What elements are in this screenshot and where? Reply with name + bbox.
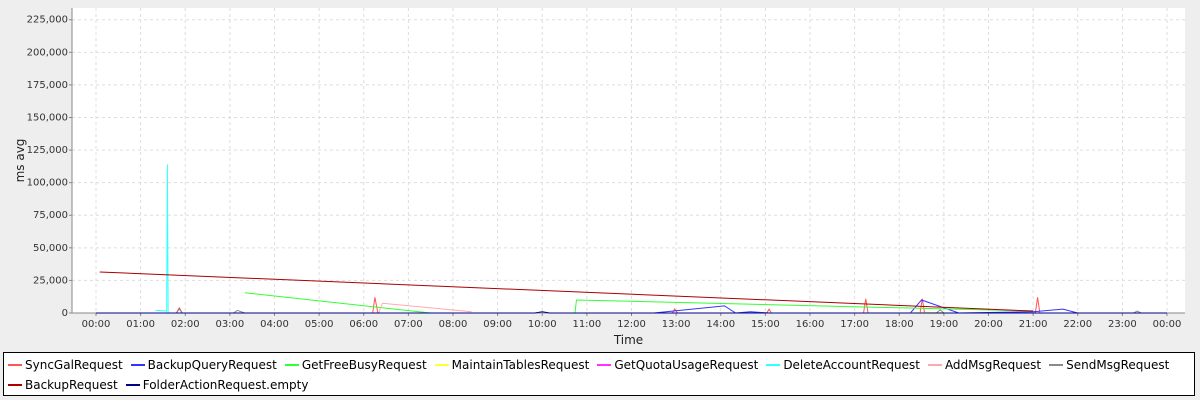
legend-swatch [766, 364, 781, 366]
legend-item: AddMsgRequest [927, 355, 1042, 375]
y-tick-label: 125,000 [27, 145, 68, 156]
y-tick-label: 200,000 [27, 47, 68, 58]
x-tick-label: 05:00 [305, 319, 334, 330]
series-backuprequest [99, 271, 1034, 312]
legend-label: GetQuotaUsageRequest [614, 358, 759, 372]
legend-label: MaintainTablesRequest [451, 358, 590, 372]
x-tick-label: 08:00 [439, 319, 468, 330]
x-tick-label: 00:00 [1153, 319, 1182, 330]
legend-swatch [597, 364, 612, 366]
legend-item: MaintainTablesRequest [434, 355, 590, 375]
x-tick-label: 18:00 [885, 319, 914, 330]
series-line [96, 311, 1167, 314]
legend-item: FolderActionRequest.empty [125, 375, 309, 395]
y-tick-label: 225,000 [27, 15, 68, 26]
series-folderactionrequest-empty [96, 311, 1167, 314]
x-tick-label: 21:00 [1019, 319, 1048, 330]
y-tick-label: 50,000 [33, 243, 68, 254]
y-tick-label: 100,000 [27, 178, 68, 189]
x-tick-label: 17:00 [840, 319, 869, 330]
x-tick-label: 14:00 [706, 319, 735, 330]
legend-item: SyncGalRequest [8, 355, 123, 375]
plot-area [72, 8, 1185, 313]
legend-label: SyncGalRequest [25, 358, 123, 372]
legend-item: BackupQueryRequest [130, 355, 277, 375]
legend-label: DeleteAccountRequest [783, 358, 920, 372]
x-tick-label: 13:00 [662, 319, 691, 330]
series-line [378, 302, 472, 314]
x-tick-label: 07:00 [394, 319, 423, 330]
legend-label: SendMsgRequest [1066, 358, 1170, 372]
x-tick-label: 10:00 [528, 319, 557, 330]
x-tick-label: 01:00 [126, 319, 155, 330]
x-tick-label: 00:00 [82, 319, 111, 330]
x-tick-label: 03:00 [215, 319, 244, 330]
x-tick-label: 06:00 [349, 319, 378, 330]
x-tick-label: 23:00 [1108, 319, 1137, 330]
y-tick-label: 0 [62, 308, 68, 319]
line-chart: 0 25,000 50,000 75,000 100,000 125,000 150,000… [13, 8, 1185, 347]
legend-item: DeleteAccountRequest [766, 355, 920, 375]
y-tick-label: 25,000 [33, 275, 68, 286]
series-line [155, 164, 169, 314]
x-tick-label: 11:00 [572, 319, 601, 330]
legend-label: FolderActionRequest.empty [142, 378, 309, 392]
legend-swatch [1049, 364, 1064, 366]
legend-item: BackupRequest [8, 375, 118, 395]
x-tick-label: 02:00 [171, 319, 200, 330]
legend-item: GetFreeBusyRequest [284, 355, 427, 375]
y-axis-label: ms avg [13, 139, 27, 183]
legend-swatch [927, 364, 942, 366]
legend-swatch [8, 364, 22, 366]
legend-label: AddMsgRequest [944, 358, 1042, 372]
legend-item: GetQuotaUsageRequest [597, 355, 758, 375]
legend-swatch [284, 364, 299, 366]
x-tick-label: 12:00 [617, 319, 646, 330]
x-tick-label: 15:00 [751, 319, 780, 330]
legend-swatch [130, 364, 145, 366]
legend-item: SendMsgRequest [1049, 355, 1169, 375]
x-tick-label: 09:00 [483, 319, 512, 330]
legend-swatch [434, 364, 449, 366]
legend-label: BackupRequest [25, 378, 118, 392]
legend-swatch [125, 384, 140, 386]
y-tick-label: 175,000 [27, 80, 68, 91]
legend-label: BackupQueryRequest [147, 358, 277, 372]
legend-swatch [8, 384, 22, 386]
series-deleteaccountrequest [155, 164, 169, 314]
series-addmsgrequest [378, 302, 472, 314]
x-tick-label: 22:00 [1063, 319, 1092, 330]
legend-label: GetFreeBusyRequest [301, 358, 427, 372]
legend: SyncGalRequest BackupQueryRequest GetFreeB… [3, 352, 1195, 396]
x-tick-label: 04:00 [260, 319, 289, 330]
x-tick-label: 20:00 [974, 319, 1003, 330]
y-tick-label: 75,000 [33, 210, 68, 221]
series-line [99, 271, 1034, 312]
x-axis-label: Time [613, 333, 643, 347]
y-tick-label: 150,000 [27, 112, 68, 123]
x-tick-label: 16:00 [796, 319, 825, 330]
x-tick-label: 19:00 [929, 319, 958, 330]
